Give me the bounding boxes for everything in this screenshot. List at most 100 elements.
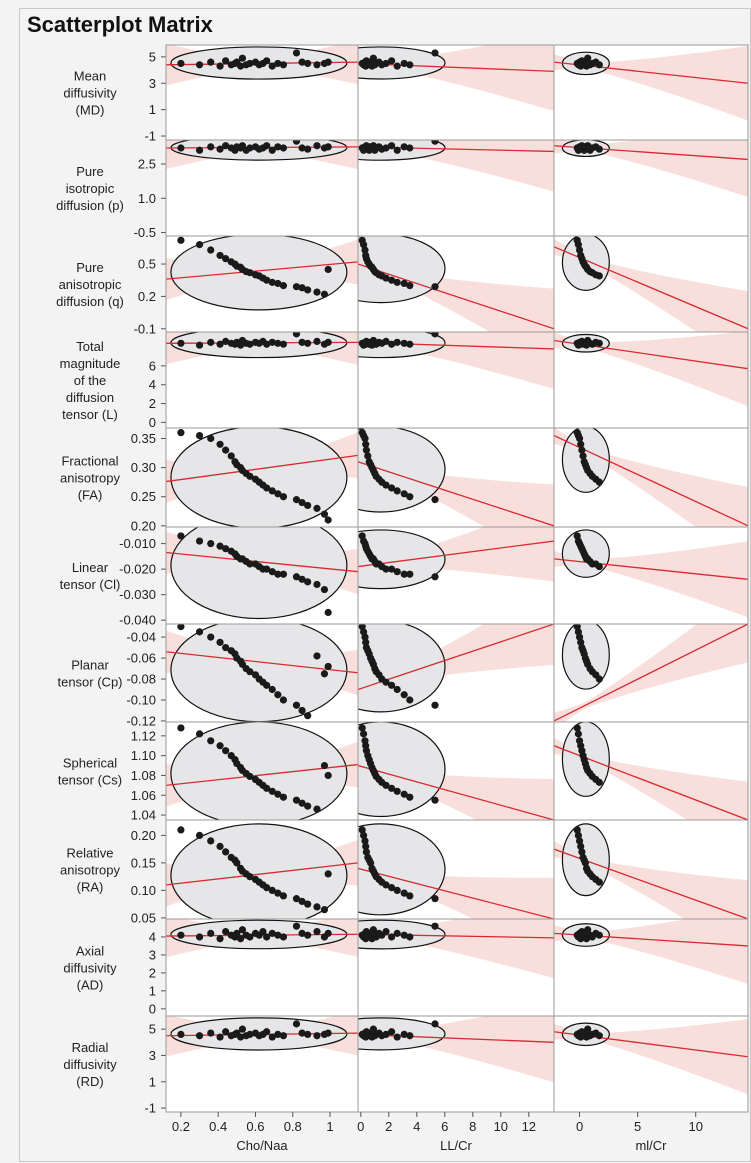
panel-content bbox=[166, 823, 358, 919]
panel-cl-ll_cr bbox=[357, 526, 555, 625]
y-tick-label-ad: 2 bbox=[149, 965, 156, 980]
panel-content bbox=[554, 332, 748, 407]
y-tick-label-rd: 3 bbox=[149, 1048, 156, 1063]
y-tick-label-q: -0.1 bbox=[134, 321, 156, 336]
data-point bbox=[246, 59, 254, 68]
data-point bbox=[268, 929, 276, 937]
data-point bbox=[313, 805, 321, 813]
data-point bbox=[313, 61, 321, 69]
y-tick-label-fa: 0.20 bbox=[131, 518, 156, 533]
y-tick-label-cs: 1.08 bbox=[131, 768, 156, 783]
panel-p-ml_cr bbox=[553, 139, 749, 237]
row-label-cs: tensor (Cs) bbox=[58, 773, 122, 788]
row-label-l: Total bbox=[76, 339, 104, 354]
data-point bbox=[575, 246, 584, 254]
data-point bbox=[207, 143, 215, 151]
data-point bbox=[274, 143, 282, 151]
data-point bbox=[361, 633, 369, 641]
y-tick-label-q: 0.2 bbox=[138, 289, 156, 304]
y-tick-label-cp: -0.04 bbox=[126, 630, 156, 645]
panel-content bbox=[358, 332, 554, 390]
fit-line bbox=[358, 867, 554, 919]
data-point bbox=[320, 761, 329, 770]
data-point bbox=[238, 926, 247, 934]
data-point bbox=[292, 332, 301, 338]
y-tick-label-cp: -0.06 bbox=[126, 651, 156, 666]
y-tick-label-ra: 0.10 bbox=[131, 883, 156, 898]
data-point bbox=[393, 278, 401, 286]
data-point bbox=[431, 49, 439, 57]
fit-line bbox=[554, 434, 748, 527]
data-point bbox=[274, 490, 282, 498]
data-point bbox=[574, 730, 582, 738]
data-point bbox=[279, 793, 288, 801]
confidence-band bbox=[554, 428, 748, 527]
data-point bbox=[222, 337, 230, 346]
data-point bbox=[177, 624, 185, 631]
confidence-band bbox=[554, 737, 748, 820]
data-point bbox=[298, 498, 306, 507]
data-point bbox=[324, 516, 332, 524]
data-point bbox=[304, 501, 312, 510]
row-label-rd: (RD) bbox=[76, 1074, 103, 1089]
row-label-cs: Spherical bbox=[63, 756, 117, 771]
data-point bbox=[207, 837, 215, 845]
fit-line bbox=[358, 540, 554, 568]
data-point bbox=[313, 337, 321, 346]
y-tick-label-cs: 1.04 bbox=[131, 808, 156, 823]
data-point bbox=[406, 61, 414, 69]
data-point bbox=[236, 1033, 245, 1041]
data-point bbox=[313, 652, 321, 660]
x-tick-label-cho_naa: 0.2 bbox=[172, 1119, 190, 1134]
panel-md-ll_cr bbox=[357, 44, 555, 141]
data-point bbox=[246, 772, 254, 781]
y-tick-label-ad: 4 bbox=[149, 929, 156, 944]
data-point bbox=[382, 144, 390, 152]
fit-line bbox=[166, 261, 358, 280]
data-point bbox=[304, 1030, 312, 1039]
data-point bbox=[388, 340, 396, 348]
y-tick-label-md: 1 bbox=[149, 102, 156, 117]
y-tick-label-q: 0.5 bbox=[138, 257, 156, 272]
data-point bbox=[431, 332, 439, 338]
data-point bbox=[382, 927, 390, 936]
data-point bbox=[400, 279, 408, 288]
x-tick-label-ll_cr: 0 bbox=[357, 1119, 364, 1134]
data-point bbox=[263, 276, 271, 284]
data-point bbox=[304, 802, 312, 810]
data-point bbox=[324, 1029, 332, 1037]
row-label-l: diffusion bbox=[66, 390, 114, 405]
data-point bbox=[263, 565, 271, 573]
data-point bbox=[400, 59, 408, 68]
fit-line bbox=[358, 624, 554, 691]
x-tick-label-ll_cr: 10 bbox=[494, 1119, 508, 1134]
y-tick-label-cp: -0.12 bbox=[126, 713, 156, 728]
data-point bbox=[362, 446, 370, 454]
x-tick-label-ll_cr: 12 bbox=[522, 1119, 536, 1134]
data-point bbox=[324, 608, 332, 617]
data-point bbox=[207, 929, 215, 937]
data-point bbox=[388, 884, 396, 892]
data-point bbox=[274, 889, 282, 897]
data-point bbox=[216, 340, 224, 348]
data-point bbox=[320, 290, 329, 298]
data-point bbox=[382, 274, 390, 282]
data-point bbox=[216, 62, 224, 70]
data-point bbox=[222, 747, 230, 755]
data-point bbox=[222, 643, 230, 652]
data-point bbox=[360, 730, 368, 738]
data-point bbox=[362, 842, 370, 851]
data-point bbox=[233, 859, 241, 867]
row-label-l: tensor (L) bbox=[62, 407, 118, 422]
data-point bbox=[222, 446, 230, 454]
data-point bbox=[238, 54, 247, 62]
data-point bbox=[388, 784, 396, 792]
data-point bbox=[279, 696, 288, 704]
x-tick-label-cho_naa: 0.6 bbox=[246, 1119, 264, 1134]
data-point bbox=[324, 771, 332, 780]
data-point bbox=[292, 922, 301, 930]
data-point bbox=[406, 340, 414, 348]
y-tick-label-cp: -0.10 bbox=[126, 692, 156, 707]
data-point bbox=[324, 870, 332, 878]
confidence-band bbox=[554, 841, 748, 919]
